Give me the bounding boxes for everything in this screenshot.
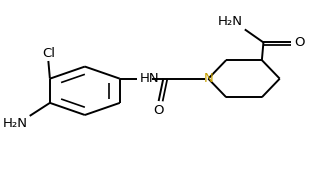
Text: O: O xyxy=(153,104,163,117)
Text: O: O xyxy=(294,36,305,49)
Text: H₂N: H₂N xyxy=(218,15,243,29)
Text: HN: HN xyxy=(139,72,159,85)
Text: H₂N: H₂N xyxy=(3,117,28,130)
Text: Cl: Cl xyxy=(42,47,55,60)
Text: N: N xyxy=(203,72,213,85)
